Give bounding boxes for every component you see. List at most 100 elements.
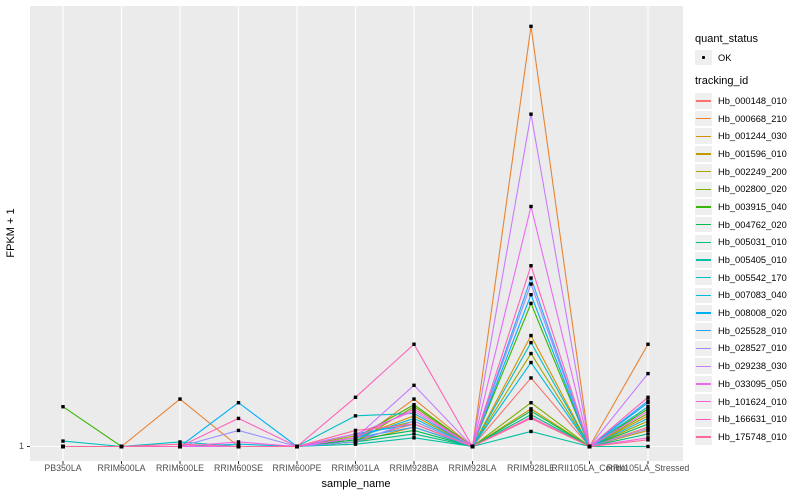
series-color-key: [695, 252, 712, 268]
data-point: [236, 416, 241, 421]
series-line-icon: [696, 277, 711, 279]
legend-item: Hb_025528_010: [695, 322, 787, 340]
data-point: [61, 405, 65, 409]
data-point: [353, 436, 358, 440]
legend-item-label: Hb_008008_020: [718, 308, 787, 319]
data-point: [353, 442, 358, 446]
series-line-icon: [696, 170, 711, 173]
legend-item: Hb_002249_200: [695, 163, 787, 181]
data-point: [646, 395, 650, 400]
y-tick-label: 1: [18, 441, 24, 451]
data-point: [412, 419, 416, 423]
legend-item: Hb_029238_030: [695, 357, 787, 375]
y-axis-title: FPKM + 1: [5, 208, 17, 258]
data-point: [646, 419, 650, 423]
series-line-icon: [696, 400, 711, 403]
x-axis-title: sample_name: [321, 478, 391, 490]
panel-background: [30, 6, 683, 461]
black-point-icon: [701, 55, 706, 60]
legend-item: Hb_005405_010: [695, 251, 787, 269]
series-line-icon: [696, 347, 711, 350]
data-point: [646, 411, 650, 416]
data-point: [236, 440, 241, 444]
x-tick-label: RRII105LA_Control: [551, 463, 628, 473]
data-point: [178, 397, 182, 401]
x-tick-label: RRII105LA_Stressed: [606, 463, 690, 473]
series-line-icon: [696, 135, 711, 137]
data-point: [529, 264, 533, 268]
x-tick-label: RRIM600PE: [272, 463, 322, 473]
data-point: [529, 401, 533, 405]
data-point: [236, 428, 241, 433]
data-point: [353, 432, 358, 436]
legend-item-label: Hb_003915_040: [718, 201, 787, 212]
data-point: [412, 405, 416, 409]
data-point: [412, 422, 416, 426]
data-point: [646, 416, 650, 421]
data-point: [412, 407, 416, 411]
data-point: [529, 112, 533, 116]
data-point: [529, 360, 533, 365]
data-point: [646, 405, 650, 409]
series-line-icon: [696, 206, 711, 208]
data-point: [353, 440, 358, 444]
data-point: [529, 282, 533, 286]
data-point: [412, 414, 416, 418]
legend-item-label: Hb_001596_010: [718, 148, 787, 159]
data-point: [61, 444, 65, 449]
x-tick-label: RRIM600SE: [214, 463, 263, 473]
data-point: [412, 402, 416, 407]
legend-item: Hb_001244_030: [695, 127, 787, 145]
data-point: [646, 409, 650, 413]
data-point: [353, 434, 358, 438]
data-point: [529, 301, 533, 306]
data-point: [412, 416, 416, 421]
point-marker-key: [695, 49, 712, 66]
data-point: [529, 333, 533, 338]
data-point: [646, 371, 650, 376]
x-tick-label: RRIM928LA: [448, 463, 497, 473]
legend-item: Hb_175748_010: [695, 428, 787, 446]
series-line-icon: [696, 224, 711, 226]
data-point: [178, 442, 182, 446]
legend-item-label: Hb_175748_010: [718, 431, 787, 442]
legend-item: Hb_005542_170: [695, 269, 787, 287]
series-color-key: [695, 93, 712, 109]
series-color-key: [695, 287, 712, 304]
data-point: [412, 432, 416, 436]
legend-item: Hb_002800_020: [695, 180, 787, 198]
legend-item-label: Hb_005031_010: [718, 237, 787, 248]
legend-item-quant-ok: OK: [695, 49, 731, 66]
data-point: [353, 438, 358, 442]
data-point: [646, 422, 650, 426]
legend-item: Hb_005031_010: [695, 234, 787, 252]
data-point: [646, 399, 650, 403]
data-point: [529, 351, 533, 356]
legend-item-label: Hb_025528_010: [718, 325, 787, 336]
legend-item-label: Hb_000148_010: [718, 95, 787, 106]
data-point: [529, 24, 533, 29]
data-point: [295, 444, 299, 449]
data-point: [646, 342, 650, 346]
legend-item-label: Hb_007083_040: [718, 290, 787, 301]
series-color-key: [695, 234, 712, 251]
data-point: [529, 340, 533, 345]
legend-entries: Hb_000148_010 Hb_000668_210 Hb_001244_030 H…: [695, 92, 787, 446]
data-point: [646, 432, 650, 436]
data-point: [529, 416, 533, 421]
data-point: [529, 429, 533, 434]
legend-item-label: Hb_002249_200: [718, 166, 787, 177]
legend-item-label: Hb_002800_020: [718, 184, 787, 195]
legend-item-label: Hb_005405_010: [718, 255, 787, 266]
data-point: [412, 409, 416, 413]
series-line-icon: [696, 330, 711, 332]
series-line-icon: [696, 436, 711, 438]
x-tick-label: RRIM928BA: [389, 463, 439, 473]
series-line-icon: [696, 383, 711, 385]
data-point: [646, 436, 650, 440]
data-point: [529, 276, 533, 280]
series-color-key: [695, 358, 712, 374]
data-point: [646, 401, 650, 405]
